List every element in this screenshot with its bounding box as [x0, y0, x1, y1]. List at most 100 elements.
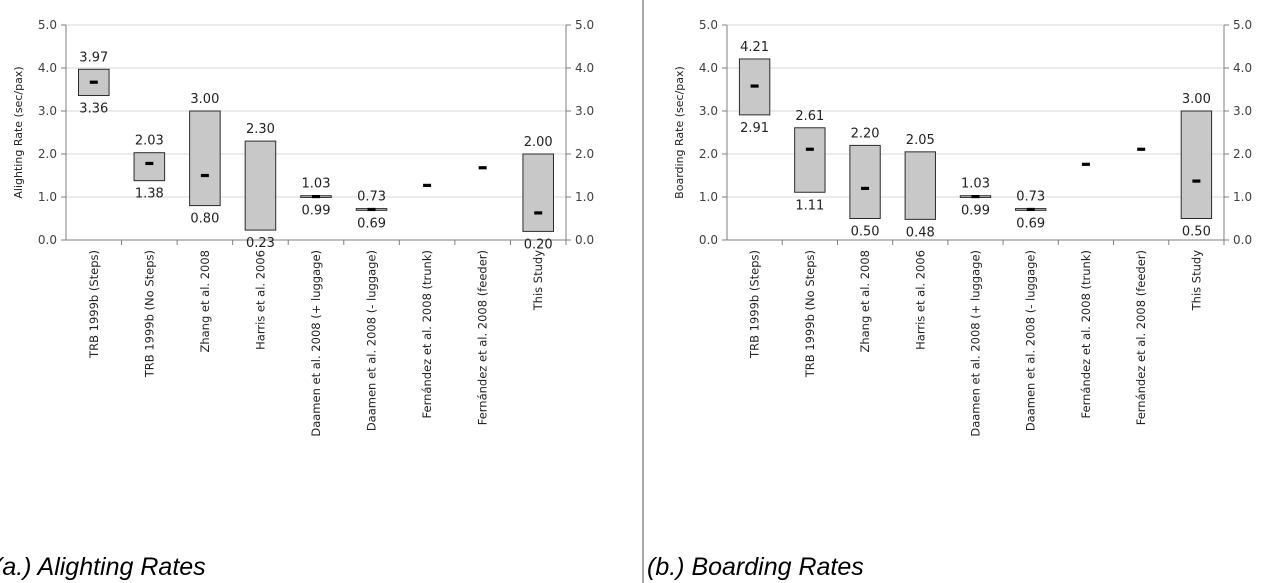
- category-label: Daamen et al. 2008 (+ luggage): [969, 250, 983, 437]
- mean-marker-fern-ndez-et-al-2008-feeder: [478, 166, 487, 170]
- boarding-caption: (b.) Boarding Rates: [647, 553, 864, 581]
- range-bar-harris-et-al-2006: [904, 151, 936, 220]
- category-label: Daamen et al. 2008 (- luggage): [365, 250, 379, 431]
- low-label: 3.36: [79, 102, 108, 117]
- low-label: 2.91: [740, 121, 769, 136]
- y-tick-label-left: 3.0: [38, 104, 57, 118]
- low-label: 1.11: [795, 198, 824, 213]
- range-bar-this-study: [1180, 110, 1213, 219]
- high-label: 0.73: [357, 190, 386, 205]
- y-tick-label-left: 1.0: [38, 190, 57, 204]
- high-label: 3.00: [1182, 92, 1211, 107]
- category-label: TRB 1999b (No Steps): [142, 250, 156, 378]
- category-label: Fernández et al. 2008 (trunk): [420, 250, 434, 418]
- range-bar-zhang-et-al-2008: [189, 110, 221, 207]
- category-label: This Study: [531, 250, 545, 312]
- mean-marker-fern-ndez-et-al-2008-trunk: [423, 183, 432, 187]
- range-bar-zhang-et-al-2008: [849, 144, 881, 219]
- low-label: 1.38: [135, 187, 164, 202]
- y-tick-label-left: 0.0: [699, 233, 718, 247]
- mean-marker-daamen-et-al-2008-luggage: [312, 194, 320, 199]
- category-label: Harris et al. 2006: [253, 250, 267, 350]
- mean-marker-zhang-et-al-2008: [200, 173, 209, 178]
- category-label: Fernández et al. 2008 (trunk): [1079, 250, 1093, 418]
- category-label: TRB 1999b (No Steps): [803, 250, 817, 378]
- mean-marker-trb-1999b-no-steps: [145, 161, 154, 166]
- y-tick-label-left: 2.0: [38, 147, 57, 161]
- y-tick-label-right: 0.0: [1233, 233, 1252, 247]
- mean-marker-daamen-et-al-2008-luggage: [1026, 207, 1035, 212]
- boarding-chart-panel: 0.0 0.0 1.0 1.0 2.0 2.0 3.0 3.0 4.0 4.0 5.0 5.0 Boar…: [673, 18, 1252, 437]
- alighting-caption: (a.) Alighting Rates: [0, 553, 206, 581]
- category-label: Zhang et al. 2008: [858, 250, 872, 353]
- mean-marker-fern-ndez-et-al-2008-trunk: [1081, 162, 1090, 166]
- y-tick-label-right: 4.0: [575, 61, 594, 75]
- high-label: 2.20: [851, 126, 880, 141]
- low-label: 0.80: [190, 212, 219, 227]
- mean-marker-this-study: [534, 211, 543, 215]
- high-label: 0.73: [1016, 190, 1045, 205]
- high-label: 1.03: [302, 177, 331, 192]
- mean-marker-trb-1999b-steps: [750, 84, 759, 88]
- category-label: Fernández et al. 2008 (feeder): [476, 250, 490, 425]
- low-label: 0.50: [851, 225, 880, 240]
- high-label: 3.97: [79, 50, 108, 65]
- category-label: TRB 1999b (Steps): [748, 250, 762, 359]
- y-tick-label-right: 4.0: [1233, 61, 1252, 75]
- y-tick-label-left: 4.0: [699, 61, 718, 75]
- y-tick-label-right: 5.0: [575, 18, 594, 32]
- mean-marker-this-study: [1192, 179, 1201, 183]
- category-label: Zhang et al. 2008: [198, 250, 212, 353]
- y-tick-label-right: 2.0: [1233, 147, 1252, 161]
- mean-marker-daamen-et-al-2008-luggage: [367, 207, 376, 212]
- high-label: 3.00: [190, 92, 219, 107]
- low-label: 0.99: [302, 203, 331, 218]
- y-tick-label-left: 1.0: [699, 190, 718, 204]
- low-label: 0.99: [961, 203, 990, 218]
- low-label: 0.23: [246, 236, 275, 251]
- y-axis-title: Alighting Rate (sec/pax): [12, 66, 25, 198]
- low-label: 0.69: [1016, 216, 1045, 231]
- category-label: Fernández et al. 2008 (feeder): [1134, 250, 1148, 425]
- y-tick-label-right: 0.0: [575, 233, 594, 247]
- category-label: Daamen et al. 2008 (- luggage): [1024, 250, 1038, 431]
- alighting-chart-panel: 0.0 0.0 1.0 1.0 2.0 2.0 3.0 3.0 4.0 4.0 5.0 5.0 Alig…: [12, 18, 594, 437]
- mean-marker-fern-ndez-et-al-2008-feeder: [1137, 147, 1146, 151]
- low-label: 0.20: [524, 237, 553, 252]
- low-label: 0.69: [357, 216, 386, 231]
- y-tick-label-left: 5.0: [699, 18, 718, 32]
- mean-marker-zhang-et-al-2008: [861, 186, 870, 190]
- high-label: 4.21: [740, 40, 769, 55]
- high-label: 2.05: [906, 133, 935, 148]
- mean-marker-daamen-et-al-2008-luggage: [971, 194, 980, 199]
- low-label: 0.48: [906, 225, 935, 240]
- y-tick-label-right: 3.0: [575, 104, 594, 118]
- y-tick-label-right: 1.0: [575, 190, 594, 204]
- high-label: 2.00: [524, 135, 553, 150]
- high-label: 2.30: [246, 122, 275, 137]
- mean-marker-trb-1999b-no-steps: [805, 147, 814, 151]
- category-label: Harris et al. 2006: [913, 250, 927, 350]
- low-label: 0.50: [1182, 225, 1211, 240]
- range-bar-trb-1999b-no-steps: [794, 127, 826, 193]
- y-tick-label-right: 5.0: [1233, 18, 1252, 32]
- y-tick-label-left: 2.0: [699, 147, 718, 161]
- y-tick-label-left: 3.0: [699, 104, 718, 118]
- y-tick-label-left: 4.0: [38, 61, 57, 75]
- y-tick-label-right: 3.0: [1233, 104, 1252, 118]
- y-axis-title: Boarding Rate (sec/pax): [673, 66, 686, 199]
- high-label: 2.61: [795, 109, 824, 124]
- y-tick-label-left: 5.0: [38, 18, 57, 32]
- category-label: This Study: [1189, 250, 1203, 312]
- range-bar-trb-1999b-no-steps: [133, 152, 166, 182]
- y-tick-label-right: 2.0: [575, 147, 594, 161]
- category-label: TRB 1999b (Steps): [87, 250, 101, 359]
- y-tick-label-right: 1.0: [1233, 190, 1252, 204]
- mean-marker-trb-1999b-steps: [89, 80, 98, 84]
- high-label: 1.03: [961, 177, 990, 192]
- range-bar-this-study: [522, 153, 555, 232]
- high-label: 2.03: [135, 134, 164, 149]
- range-bar-harris-et-al-2006: [244, 140, 277, 231]
- category-label: Daamen et al. 2008 (+ luggage): [309, 250, 323, 437]
